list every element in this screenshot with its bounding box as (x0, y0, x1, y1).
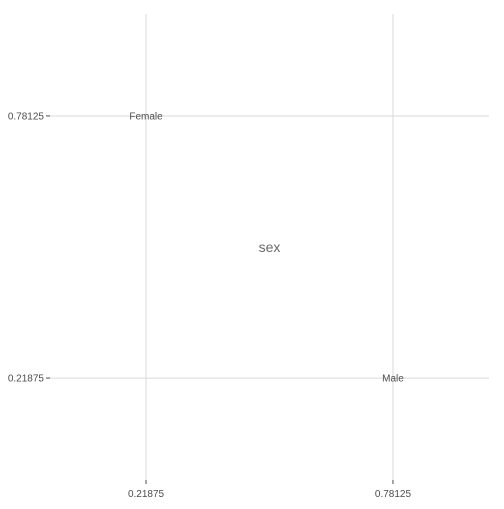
x-tick-label: 0.78125 (375, 489, 412, 500)
y-tick-label: 0.21875 (8, 374, 45, 385)
point-label-male: Male (382, 374, 404, 385)
grid-layer (50, 14, 489, 480)
y-tick-label: 0.78125 (8, 111, 45, 122)
mark-layer: Female Male sex (129, 111, 404, 384)
point-label-female: Female (129, 111, 163, 122)
x-tick-label: 0.21875 (128, 489, 165, 500)
axis-layer: 0.21875 0.78125 0.21875 0.78125 (8, 111, 412, 500)
annotation-label: sex (259, 239, 281, 255)
